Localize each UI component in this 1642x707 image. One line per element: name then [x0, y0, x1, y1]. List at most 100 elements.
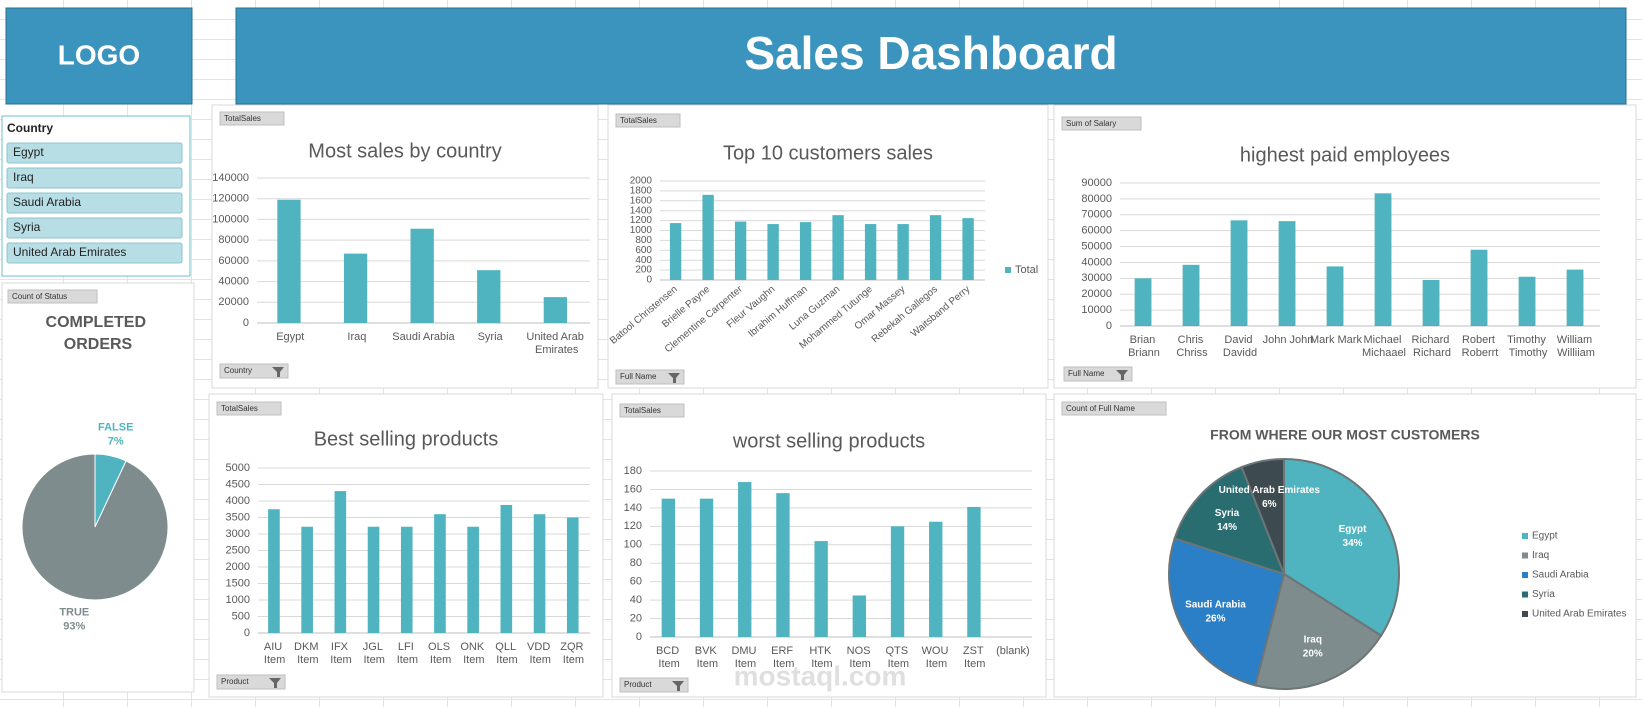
legend-label: Saudi Arabia: [1532, 570, 1589, 581]
y-tick-label: 70000: [1081, 209, 1112, 221]
slicer-item-label[interactable]: Syria: [13, 220, 41, 234]
data-label-value: 26%: [1205, 613, 1225, 624]
data-label-value: 20%: [1303, 648, 1323, 659]
field-button[interactable]: [1063, 366, 1133, 382]
legend-label: Egypt: [1532, 531, 1558, 542]
filter-icon[interactable]: [269, 678, 281, 688]
bar: [268, 509, 280, 633]
y-tick-label: 80000: [218, 234, 249, 246]
y-tick-label: 2000: [226, 561, 250, 573]
y-tick-label: 1800: [630, 186, 653, 197]
filter-icon[interactable]: [272, 367, 284, 377]
slicer-item[interactable]: [6, 167, 183, 189]
y-tick-label: 200: [635, 265, 652, 276]
filter-icon[interactable]: [1116, 370, 1128, 380]
field-button-label[interactable]: Full Name: [620, 372, 657, 381]
bar: [799, 222, 812, 280]
legend-swatch: [1522, 533, 1528, 539]
field-button[interactable]: [219, 363, 289, 379]
x-tick-label: BVK Item: [695, 645, 720, 670]
slicer-item-label[interactable]: Iraq: [13, 170, 34, 184]
data-label-value: 93%: [63, 621, 85, 633]
data-label-name: Egypt: [1339, 524, 1367, 535]
y-tick-label: 80000: [1081, 193, 1112, 205]
value-field-button[interactable]: [7, 289, 98, 304]
x-tick-label: LFI Item: [397, 641, 418, 666]
chart-title: Top 10 customers sales: [723, 142, 933, 164]
chart-title: worst selling products: [732, 430, 925, 452]
y-tick-label: 1000: [630, 225, 653, 236]
value-field-label[interactable]: Sum of Salary: [1066, 119, 1116, 128]
value-field-button[interactable]: [1061, 401, 1167, 416]
field-button[interactable]: [619, 677, 689, 693]
field-button[interactable]: [615, 369, 685, 385]
legend-label: Syria: [1532, 589, 1555, 600]
slicer-item-label[interactable]: Saudi Arabia: [13, 195, 81, 209]
bar: [929, 521, 943, 637]
value-field-label[interactable]: Count of Status: [12, 292, 67, 301]
slicer-item[interactable]: [6, 242, 183, 264]
bar: [661, 498, 676, 637]
x-tick-label: Chris Chriss: [1176, 334, 1208, 359]
value-field-label[interactable]: Count of Full Name: [1066, 404, 1135, 413]
y-tick-label: 4500: [226, 478, 250, 490]
value-field-button[interactable]: [1061, 116, 1142, 131]
x-tick-label: IFX Item: [330, 641, 351, 666]
y-tick-label: 20000: [218, 296, 249, 308]
bar: [533, 514, 546, 633]
pie-slice: [1173, 465, 1286, 576]
slicer-item[interactable]: [6, 142, 183, 164]
y-tick-label: 0: [646, 275, 652, 286]
bar: [832, 215, 844, 280]
legend-swatch: [1522, 552, 1528, 559]
chart-title: COMPLETED ORDERS: [46, 314, 151, 353]
bar: [929, 215, 942, 280]
field-button-label[interactable]: Product: [221, 677, 249, 686]
value-field-label[interactable]: TotalSales: [620, 116, 657, 125]
slicer-item[interactable]: [6, 192, 183, 214]
value-field-label[interactable]: TotalSales: [624, 406, 661, 415]
field-button[interactable]: [216, 674, 286, 690]
filter-icon[interactable]: [672, 681, 684, 691]
bar: [734, 221, 747, 280]
x-tick-label: Richard Richard: [1412, 334, 1453, 359]
value-field-button[interactable]: [216, 401, 282, 416]
y-tick-label: 3500: [226, 511, 250, 523]
value-field-button[interactable]: [615, 113, 681, 128]
bar: [1182, 264, 1200, 326]
chart-title: Most sales by country: [308, 140, 501, 162]
field-button-label[interactable]: Full Name: [1068, 369, 1105, 378]
field-button-label[interactable]: Product: [624, 680, 652, 689]
value-field-label[interactable]: TotalSales: [221, 404, 258, 413]
legend-swatch: [1522, 572, 1528, 578]
bar: [767, 224, 779, 280]
bar: [776, 493, 790, 637]
y-tick-label: 0: [1106, 320, 1112, 332]
value-field-label[interactable]: TotalSales: [224, 114, 261, 123]
y-tick-label: 500: [232, 610, 250, 622]
x-tick-label: DMU Item: [731, 645, 759, 670]
bar: [702, 194, 714, 280]
slicer-item-label[interactable]: Egypt: [13, 145, 44, 159]
slicer-item[interactable]: [6, 217, 183, 239]
bar: [301, 526, 313, 633]
x-tick-label: United Arab Emirates: [526, 331, 587, 356]
slicer-item-label[interactable]: United Arab Emirates: [13, 245, 126, 259]
value-field-button[interactable]: [619, 403, 685, 418]
y-tick-label: 1500: [226, 577, 250, 589]
bar: [367, 526, 380, 633]
bar: [864, 224, 877, 280]
y-tick-label: 0: [244, 627, 250, 639]
y-tick-label: 60000: [218, 255, 249, 267]
data-label-name: TRUE: [59, 607, 89, 619]
y-tick-label: 180: [624, 465, 642, 477]
value-field-button[interactable]: [219, 111, 285, 126]
field-button-label[interactable]: Country: [224, 366, 252, 375]
chart-panel: [211, 104, 599, 389]
filter-icon[interactable]: [668, 373, 680, 383]
y-tick-label: 40: [630, 594, 642, 606]
bar: [890, 526, 905, 637]
data-label-name: FALSE: [98, 421, 133, 433]
y-tick-label: 60000: [1081, 225, 1112, 237]
legend-label: United Arab Emirates: [1532, 609, 1627, 620]
